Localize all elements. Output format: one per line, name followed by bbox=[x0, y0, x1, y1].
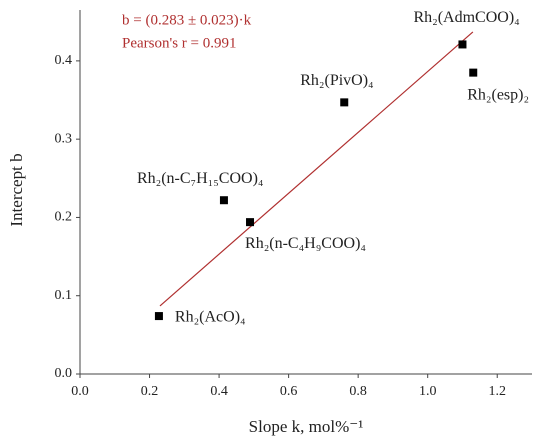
point-label: Rh₂(esp)₂ bbox=[467, 86, 529, 103]
x-tick-label: 0.0 bbox=[71, 384, 89, 399]
point-label: Rh₂(n-C₇H₁₅COO)₄ bbox=[137, 170, 264, 187]
point bbox=[219, 196, 228, 205]
point-label: Rh₂(AdmCOO)₄ bbox=[413, 9, 520, 26]
x-tick-label: 0.8 bbox=[349, 384, 367, 399]
annotation: Pearson's r = 0.991 bbox=[122, 35, 237, 51]
fit-line bbox=[159, 31, 474, 307]
point-label: Rh₂(PivO)₄ bbox=[300, 72, 374, 89]
x-axis-label: Slope k, mol%⁻¹ bbox=[249, 417, 364, 436]
point bbox=[340, 98, 349, 107]
point bbox=[469, 68, 478, 77]
point-label: Rh₂(n-C₄H₉COO)₄ bbox=[245, 235, 366, 252]
x-tick-label: 1.0 bbox=[419, 384, 437, 399]
y-tick-label: 0.0 bbox=[55, 366, 73, 381]
point bbox=[246, 218, 255, 227]
x-tick-label: 0.4 bbox=[210, 384, 228, 399]
point bbox=[458, 40, 467, 49]
annotation: b = (0.283 ± 0.023)·k bbox=[122, 12, 252, 28]
x-tick-label: 1.2 bbox=[488, 384, 506, 399]
point-label: Rh₂(AcO)₄ bbox=[175, 309, 246, 326]
y-tick-label: 0.4 bbox=[55, 53, 73, 68]
y-axis-label: Intercept b bbox=[7, 153, 26, 226]
x-tick-label: 0.6 bbox=[280, 384, 298, 399]
y-tick-label: 0.1 bbox=[55, 288, 73, 303]
y-tick-label: 0.2 bbox=[55, 210, 73, 225]
x-tick-label: 0.2 bbox=[141, 384, 159, 399]
y-tick-label: 0.3 bbox=[55, 131, 73, 146]
point bbox=[154, 312, 163, 321]
